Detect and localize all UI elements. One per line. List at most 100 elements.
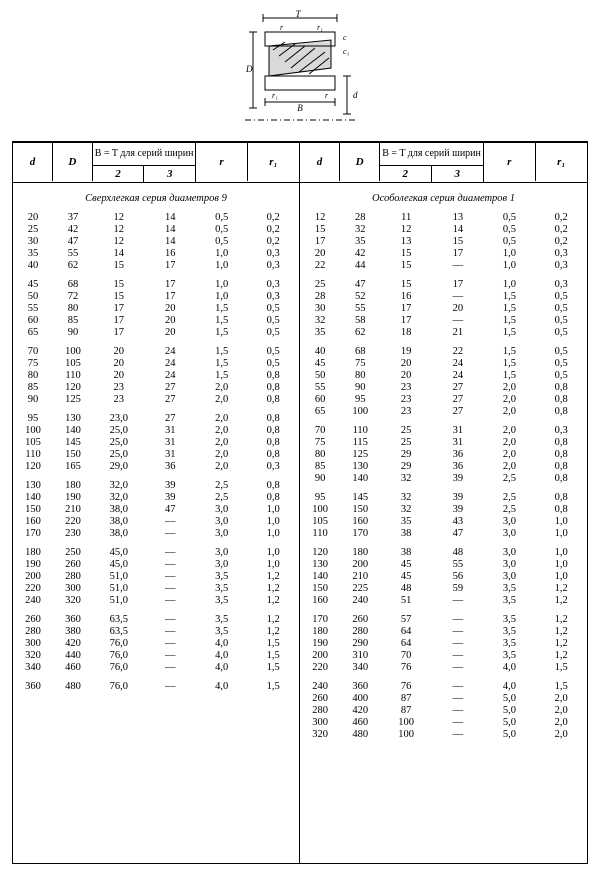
cell: 65 (300, 406, 340, 418)
cell: 170 (300, 614, 340, 626)
cell: 1,2 (247, 614, 298, 626)
cell: 220 (53, 516, 93, 528)
table-row: 304712140,50,2 (13, 236, 299, 248)
cell: 3,5 (196, 583, 247, 595)
cell: 76,0 (93, 681, 144, 693)
cell: 125 (53, 394, 93, 406)
col-3: 3 (432, 166, 483, 182)
cell: 58 (340, 315, 380, 327)
cell: 100 (380, 729, 432, 741)
table-row: 28038063,5—3,51,2 (13, 626, 299, 638)
col-D-cap: D (53, 143, 93, 181)
svg-text:D: D (245, 64, 253, 74)
cell: 20 (145, 327, 196, 339)
cell: 1,0 (247, 528, 298, 540)
table-row: 224415—1,00,3 (300, 260, 587, 272)
cell: 0,2 (535, 224, 587, 236)
table-row: 10014025,0312,00,8 (13, 425, 299, 437)
table-header-right: d D B = T для серий ширин 2 3 r r₁ (300, 143, 587, 183)
cell: 23 (380, 382, 432, 394)
cell: 190 (53, 492, 93, 504)
cell: 150 (300, 583, 340, 595)
cell: — (145, 571, 196, 583)
cell: 20 (93, 370, 144, 382)
cell: 1,0 (484, 279, 536, 291)
cell: 4,0 (196, 650, 247, 662)
cell: 2,0 (196, 413, 247, 425)
table-row: 153212140,50,2 (300, 224, 587, 236)
cell: 1,5 (484, 291, 536, 303)
cell: 360 (53, 614, 93, 626)
cell: 2,0 (484, 425, 536, 437)
table-row: 18028064—3,51,2 (300, 626, 587, 638)
cell: 2,5 (484, 473, 536, 485)
cell: — (432, 693, 484, 705)
cell: 1,0 (247, 547, 298, 559)
cell: 1,5 (484, 327, 536, 339)
cell: 220 (300, 662, 340, 674)
cell: 290 (340, 638, 380, 650)
table-row: 11015025,0312,00,8 (13, 449, 299, 461)
group-gap (300, 607, 587, 614)
cell: 420 (340, 705, 380, 717)
cell: 17 (145, 279, 196, 291)
cell: 55 (53, 248, 93, 260)
table-row: 14021045563,01,0 (300, 571, 587, 583)
cell: 3,0 (196, 504, 247, 516)
svg-text:c: c (343, 33, 347, 42)
bearing-diagram: T r r₁ c c₁ D (225, 10, 375, 130)
cell: 40 (300, 346, 340, 358)
cell: 3,0 (196, 528, 247, 540)
cell: 12 (300, 212, 340, 224)
cell: 0,2 (247, 236, 298, 248)
table-row: 356218211,50,5 (300, 327, 587, 339)
cell: 11 (380, 212, 432, 224)
cell: 45 (380, 571, 432, 583)
cell: 32,0 (93, 492, 144, 504)
cell: 47 (340, 279, 380, 291)
cell: 3,5 (196, 614, 247, 626)
cell: 130 (300, 559, 340, 571)
cell: 17 (432, 248, 484, 260)
cell: 0,5 (484, 236, 536, 248)
cell: 25 (300, 279, 340, 291)
cell: 51 (380, 595, 432, 607)
cell: 1,5 (196, 346, 247, 358)
cell: 0,5 (535, 358, 587, 370)
cell: 36 (145, 461, 196, 473)
cell: 20 (380, 370, 432, 382)
cell: 0,5 (535, 315, 587, 327)
cell: 320 (53, 595, 93, 607)
group-gap (13, 272, 299, 279)
table-row: 173513150,50,2 (300, 236, 587, 248)
cell: 105 (53, 358, 93, 370)
cell: 3,0 (484, 559, 536, 571)
cell: 39 (145, 480, 196, 492)
svg-text:r₁: r₁ (317, 23, 323, 32)
table-row: 300460100—5,02,0 (300, 717, 587, 729)
table-body-left: Сверхлегкая серия диаметров 9 203712140,… (13, 183, 299, 863)
cell: 1,2 (535, 638, 587, 650)
cell: 12 (380, 224, 432, 236)
cell: 170 (13, 528, 53, 540)
cell: 145 (53, 437, 93, 449)
cell: 0,8 (247, 370, 298, 382)
group-gap (300, 339, 587, 346)
cell: 460 (340, 717, 380, 729)
cell: 20 (145, 303, 196, 315)
group-gap (13, 540, 299, 547)
cell: 3,5 (196, 626, 247, 638)
cell: 1,2 (535, 650, 587, 662)
cell: 110 (340, 425, 380, 437)
cell: — (432, 260, 484, 272)
table-row: 457520241,50,5 (300, 358, 587, 370)
cell: — (145, 559, 196, 571)
table-row: 355514161,00,3 (13, 248, 299, 260)
cell: 25 (380, 425, 432, 437)
cell: 0,5 (247, 358, 298, 370)
cell: 70 (300, 425, 340, 437)
cell: 0,3 (247, 260, 298, 272)
cell: 225 (340, 583, 380, 595)
cell: 39 (145, 492, 196, 504)
cell: 30 (13, 236, 53, 248)
